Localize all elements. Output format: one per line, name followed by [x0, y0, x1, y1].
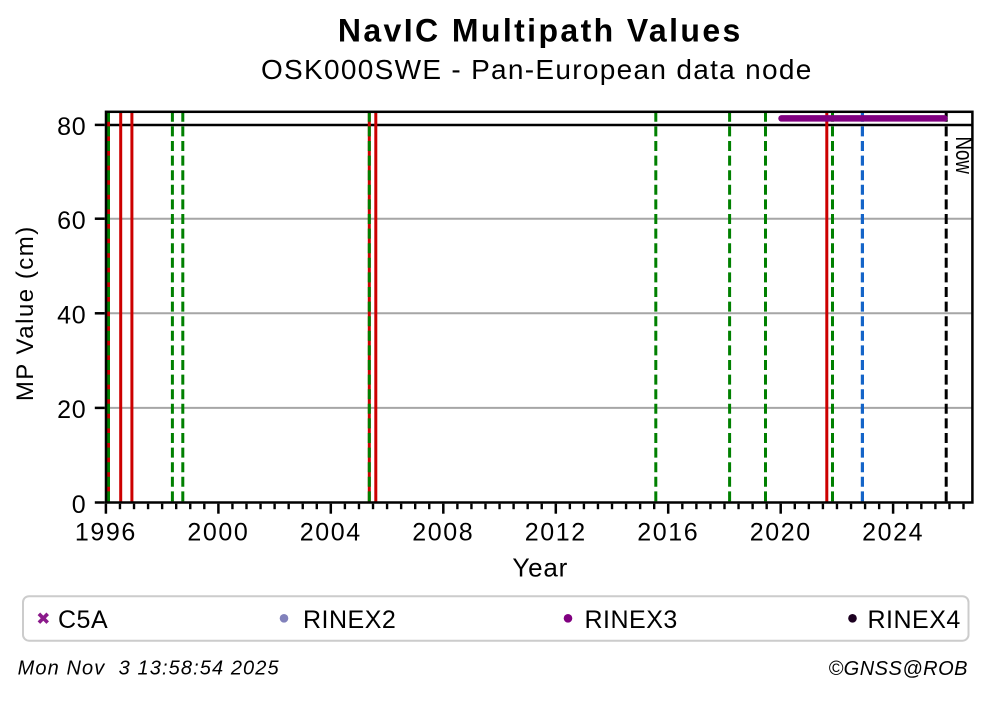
svg-text:60: 60: [57, 207, 86, 235]
svg-text:Now: Now: [950, 137, 977, 175]
svg-text:OSK000SWE - Pan-European data: OSK000SWE - Pan-European data node: [261, 54, 813, 85]
svg-text:2008: 2008: [412, 519, 474, 547]
svg-text:2004: 2004: [300, 519, 362, 547]
svg-text:2000: 2000: [187, 519, 249, 547]
svg-text:2016: 2016: [637, 519, 699, 547]
svg-text:2024: 2024: [862, 519, 924, 547]
svg-text:RINEX2: RINEX2: [303, 606, 396, 634]
svg-text:2020: 2020: [750, 519, 812, 547]
svg-text:Mon Nov 3 13:58:54 2025: Mon Nov 3 13:58:54 2025: [18, 658, 280, 680]
svg-text:1996: 1996: [75, 519, 137, 547]
svg-text:©GNSS@ROB: ©GNSS@ROB: [828, 658, 968, 680]
svg-text:NavIC Multipath Values: NavIC Multipath Values: [338, 13, 743, 49]
svg-text:40: 40: [57, 302, 86, 330]
svg-text:0: 0: [72, 491, 87, 519]
svg-text:RINEX3: RINEX3: [585, 606, 678, 634]
svg-text:C5A: C5A: [58, 606, 108, 634]
svg-text:RINEX4: RINEX4: [868, 606, 961, 634]
svg-text:2012: 2012: [525, 519, 587, 547]
svg-text:MP Value (cm): MP Value (cm): [12, 225, 39, 401]
svg-text:80: 80: [57, 113, 86, 141]
svg-text:Year: Year: [512, 552, 568, 582]
svg-text:20: 20: [57, 396, 86, 424]
